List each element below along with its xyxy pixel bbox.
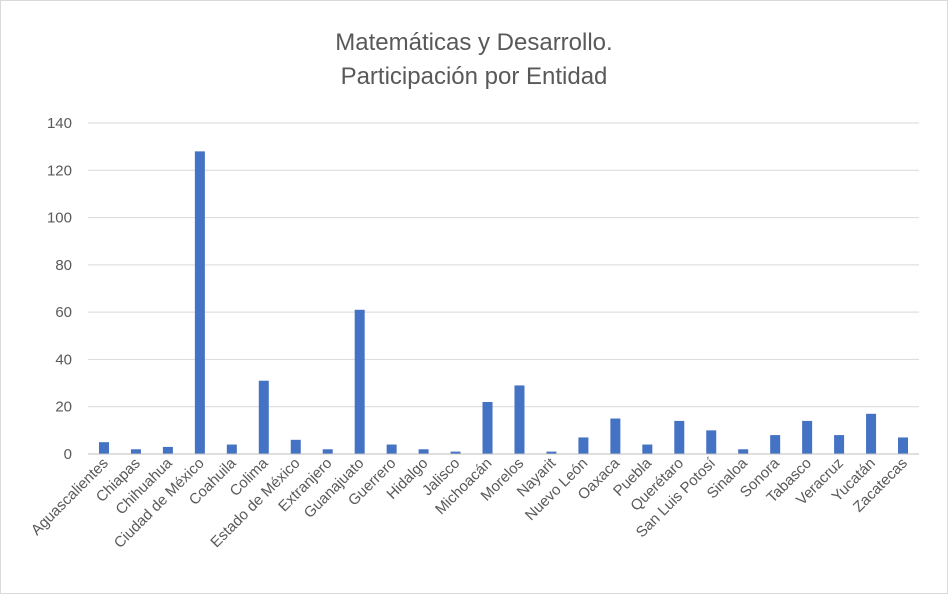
bar [834,435,845,454]
y-tick-label: 60 [55,304,72,321]
bar [866,413,877,454]
chart-title-line-1: Matemáticas y Desarrollo. [335,29,612,56]
bar [450,451,461,454]
chart-title-line-2: Participación por Entidad [341,63,608,90]
bar [322,449,333,454]
bar [738,449,749,454]
gridlines [88,122,919,408]
bar [802,420,813,454]
bar [226,444,237,454]
bar [98,442,109,454]
bar [578,437,589,454]
bar [770,435,781,454]
y-axis-ticks: 0 20 40 60 80 100 120 140 [47,115,72,463]
bar [194,151,205,454]
bar [546,451,557,454]
bar [706,430,717,454]
y-tick-label: 0 [64,446,72,463]
bar [418,449,429,454]
y-tick-label: 20 [55,399,72,416]
bar [610,418,621,454]
bar [674,420,685,454]
bar [162,446,173,454]
bar [898,437,909,454]
bar [354,309,365,454]
y-tick-label: 120 [47,162,72,179]
y-tick-label: 80 [55,257,72,274]
y-tick-label: 140 [47,115,72,132]
bar [290,439,301,454]
bar [482,401,493,454]
bar [642,444,653,454]
bar [258,380,269,454]
y-tick-label: 40 [55,351,72,368]
bar [386,444,397,454]
bars [98,151,909,454]
bar [130,449,141,454]
bar [514,385,525,454]
y-tick-label: 100 [47,210,72,227]
